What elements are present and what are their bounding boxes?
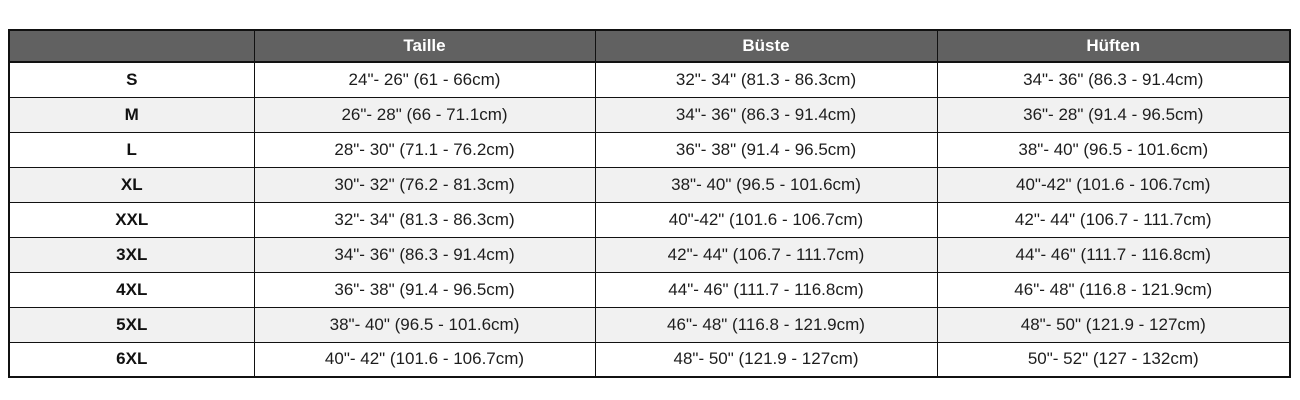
- cell-taille: 28"- 30" (71.1 - 76.2cm): [253, 131, 596, 168]
- table-row: XL 30"- 32" (76.2 - 81.3cm) 38"- 40" (96.5…: [8, 166, 1291, 203]
- cell-hueften: 44"- 46" (111.7 - 116.8cm): [936, 236, 1291, 273]
- cell-taille: 30"- 32" (76.2 - 81.3cm): [253, 166, 596, 203]
- cell-buste: 42"- 44" (106.7 - 111.7cm): [594, 236, 938, 273]
- column-header-hueften: Hüften: [936, 29, 1291, 63]
- cell-hueften: 42"- 44" (106.7 - 111.7cm): [936, 201, 1291, 238]
- cell-size-label: 4XL: [8, 271, 255, 308]
- cell-buste: 40"-42" (101.6 - 106.7cm): [594, 201, 938, 238]
- cell-taille: 32"- 34" (81.3 - 86.3cm): [253, 201, 596, 238]
- cell-hueften: 38"- 40" (96.5 - 101.6cm): [936, 131, 1291, 168]
- cell-buste: 38"- 40" (96.5 - 101.6cm): [594, 166, 938, 203]
- cell-buste: 48"- 50" (121.9 - 127cm): [594, 341, 938, 378]
- table-row: 6XL 40"- 42" (101.6 - 106.7cm) 48"- 50" (1…: [8, 341, 1291, 378]
- cell-hueften: 40"-42" (101.6 - 106.7cm): [936, 166, 1291, 203]
- table-row: L 28"- 30" (71.1 - 76.2cm) 36"- 38" (91.4 …: [8, 131, 1291, 168]
- table-body: S 24"- 26" (61 - 66cm) 32"- 34" (81.3 - 86…: [8, 61, 1291, 378]
- cell-size-label: 3XL: [8, 236, 255, 273]
- cell-size-label: M: [8, 96, 255, 133]
- size-chart-table: Taille Büste Hüften S 24"- 26" (61 - 66cm…: [8, 29, 1291, 378]
- size-chart-container: Taille Büste Hüften S 24"- 26" (61 - 66cm…: [8, 29, 1291, 378]
- cell-taille: 38"- 40" (96.5 - 101.6cm): [253, 306, 596, 343]
- header-row: Taille Büste Hüften: [8, 29, 1291, 63]
- cell-hueften: 34"- 36" (86.3 - 91.4cm): [936, 61, 1291, 98]
- cell-taille: 24"- 26" (61 - 66cm): [253, 61, 596, 98]
- cell-buste: 44"- 46" (111.7 - 116.8cm): [594, 271, 938, 308]
- cell-hueften: 46"- 48" (116.8 - 121.9cm): [936, 271, 1291, 308]
- column-header-taille: Taille: [253, 29, 596, 63]
- cell-taille: 36"- 38" (91.4 - 96.5cm): [253, 271, 596, 308]
- cell-buste: 34"- 36" (86.3 - 91.4cm): [594, 96, 938, 133]
- cell-hueften: 50"- 52" (127 - 132cm): [936, 341, 1291, 378]
- cell-buste: 36"- 38" (91.4 - 96.5cm): [594, 131, 938, 168]
- cell-size-label: 5XL: [8, 306, 255, 343]
- cell-taille: 26"- 28" (66 - 71.1cm): [253, 96, 596, 133]
- column-header-buste: Büste: [594, 29, 938, 63]
- cell-buste: 46"- 48" (116.8 - 121.9cm): [594, 306, 938, 343]
- table-row: 3XL 34"- 36" (86.3 - 91.4cm) 42"- 44" (106…: [8, 236, 1291, 273]
- table-row: S 24"- 26" (61 - 66cm) 32"- 34" (81.3 - 86…: [8, 61, 1291, 98]
- cell-hueften: 48"- 50" (121.9 - 127cm): [936, 306, 1291, 343]
- cell-buste: 32"- 34" (81.3 - 86.3cm): [594, 61, 938, 98]
- table-row: 5XL 38"- 40" (96.5 - 101.6cm) 46"- 48" (11…: [8, 306, 1291, 343]
- column-header-size: [8, 29, 255, 63]
- cell-size-label: 6XL: [8, 341, 255, 378]
- cell-hueften: 36"- 28" (91.4 - 96.5cm): [936, 96, 1291, 133]
- cell-taille: 40"- 42" (101.6 - 106.7cm): [253, 341, 596, 378]
- cell-size-label: XL: [8, 166, 255, 203]
- table-row: M 26"- 28" (66 - 71.1cm) 34"- 36" (86.3 - …: [8, 96, 1291, 133]
- cell-taille: 34"- 36" (86.3 - 91.4cm): [253, 236, 596, 273]
- cell-size-label: L: [8, 131, 255, 168]
- table-row: 4XL 36"- 38" (91.4 - 96.5cm) 44"- 46" (111…: [8, 271, 1291, 308]
- cell-size-label: XXL: [8, 201, 255, 238]
- cell-size-label: S: [8, 61, 255, 98]
- table-row: XXL 32"- 34" (81.3 - 86.3cm) 40"-42" (101.…: [8, 201, 1291, 238]
